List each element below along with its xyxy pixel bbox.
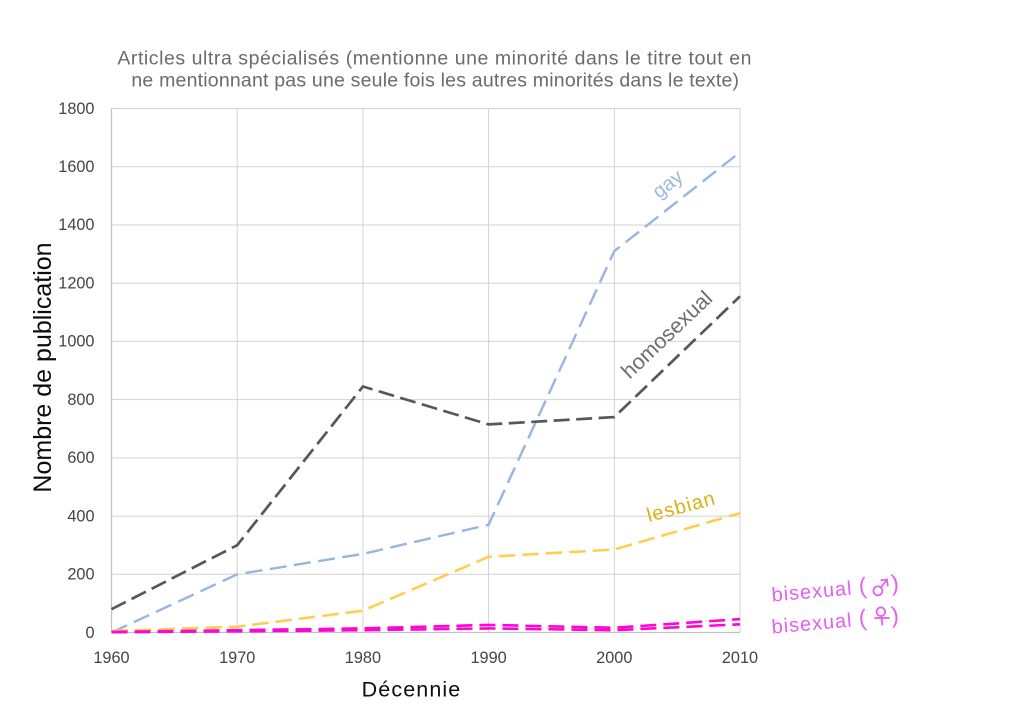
svg-text:1200: 1200 [58, 275, 94, 293]
svg-text:ne mentionnant pas une seule f: ne mentionnant pas une seule fois les au… [131, 70, 739, 92]
svg-text:1990: 1990 [470, 649, 506, 667]
svg-text:2010: 2010 [722, 649, 758, 667]
svg-text:): ) [890, 570, 900, 597]
svg-text:1970: 1970 [219, 649, 255, 667]
svg-text:600: 600 [67, 449, 94, 467]
svg-text:1960: 1960 [93, 649, 129, 667]
svg-text:1600: 1600 [58, 158, 94, 176]
svg-text:1000: 1000 [58, 333, 94, 351]
svg-text:1800: 1800 [58, 100, 94, 118]
svg-text:2000: 2000 [596, 649, 632, 667]
svg-text:0: 0 [85, 624, 94, 642]
svg-text:200: 200 [67, 566, 94, 584]
svg-text:): ) [890, 602, 900, 629]
svg-text:Articles ultra spécialisés (me: Articles ultra spécialisés (mentionne un… [117, 48, 752, 70]
svg-text:1980: 1980 [345, 649, 381, 667]
svg-text:400: 400 [67, 507, 94, 525]
svg-text:Nombre de publication: Nombre de publication [29, 242, 57, 492]
svg-text:1400: 1400 [58, 216, 94, 234]
svg-text:Décennie: Décennie [362, 678, 462, 702]
svg-text:800: 800 [67, 391, 94, 409]
